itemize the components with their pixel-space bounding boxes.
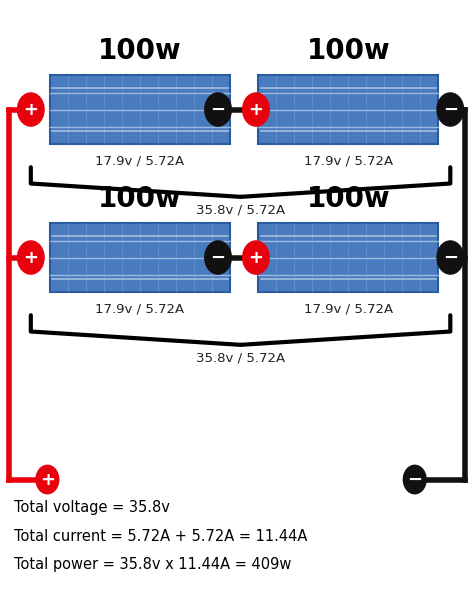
- FancyBboxPatch shape: [50, 75, 230, 143]
- Text: 17.9v / 5.72A: 17.9v / 5.72A: [95, 303, 184, 315]
- Circle shape: [243, 93, 269, 126]
- Circle shape: [243, 241, 269, 274]
- Text: 17.9v / 5.72A: 17.9v / 5.72A: [95, 155, 184, 167]
- Circle shape: [403, 465, 426, 494]
- Text: −: −: [210, 101, 226, 118]
- Text: Total power = 35.8v x 11.44A = 409w: Total power = 35.8v x 11.44A = 409w: [14, 557, 292, 572]
- Text: 35.8v / 5.72A: 35.8v / 5.72A: [196, 352, 285, 365]
- Circle shape: [205, 93, 231, 126]
- Text: 100w: 100w: [307, 185, 390, 213]
- Text: 17.9v / 5.72A: 17.9v / 5.72A: [304, 155, 393, 167]
- FancyBboxPatch shape: [258, 75, 438, 143]
- Circle shape: [18, 93, 44, 126]
- Text: +: +: [248, 101, 264, 118]
- Text: Total voltage = 35.8v: Total voltage = 35.8v: [14, 500, 170, 515]
- Text: −: −: [407, 471, 422, 488]
- Text: +: +: [248, 249, 264, 266]
- FancyBboxPatch shape: [50, 223, 230, 291]
- Text: +: +: [40, 471, 55, 488]
- Circle shape: [437, 93, 464, 126]
- Circle shape: [18, 241, 44, 274]
- Circle shape: [205, 241, 231, 274]
- Text: 100w: 100w: [307, 37, 390, 65]
- Text: −: −: [210, 249, 226, 266]
- Text: +: +: [23, 101, 38, 118]
- Text: 17.9v / 5.72A: 17.9v / 5.72A: [304, 303, 393, 315]
- Circle shape: [437, 241, 464, 274]
- Text: 100w: 100w: [98, 37, 182, 65]
- FancyBboxPatch shape: [258, 223, 438, 291]
- Text: Total current = 5.72A + 5.72A = 11.44A: Total current = 5.72A + 5.72A = 11.44A: [14, 529, 308, 543]
- Circle shape: [36, 465, 59, 494]
- Text: 100w: 100w: [98, 185, 182, 213]
- Text: +: +: [23, 249, 38, 266]
- Text: −: −: [443, 101, 458, 118]
- Text: 35.8v / 5.72A: 35.8v / 5.72A: [196, 204, 285, 217]
- Text: −: −: [443, 249, 458, 266]
